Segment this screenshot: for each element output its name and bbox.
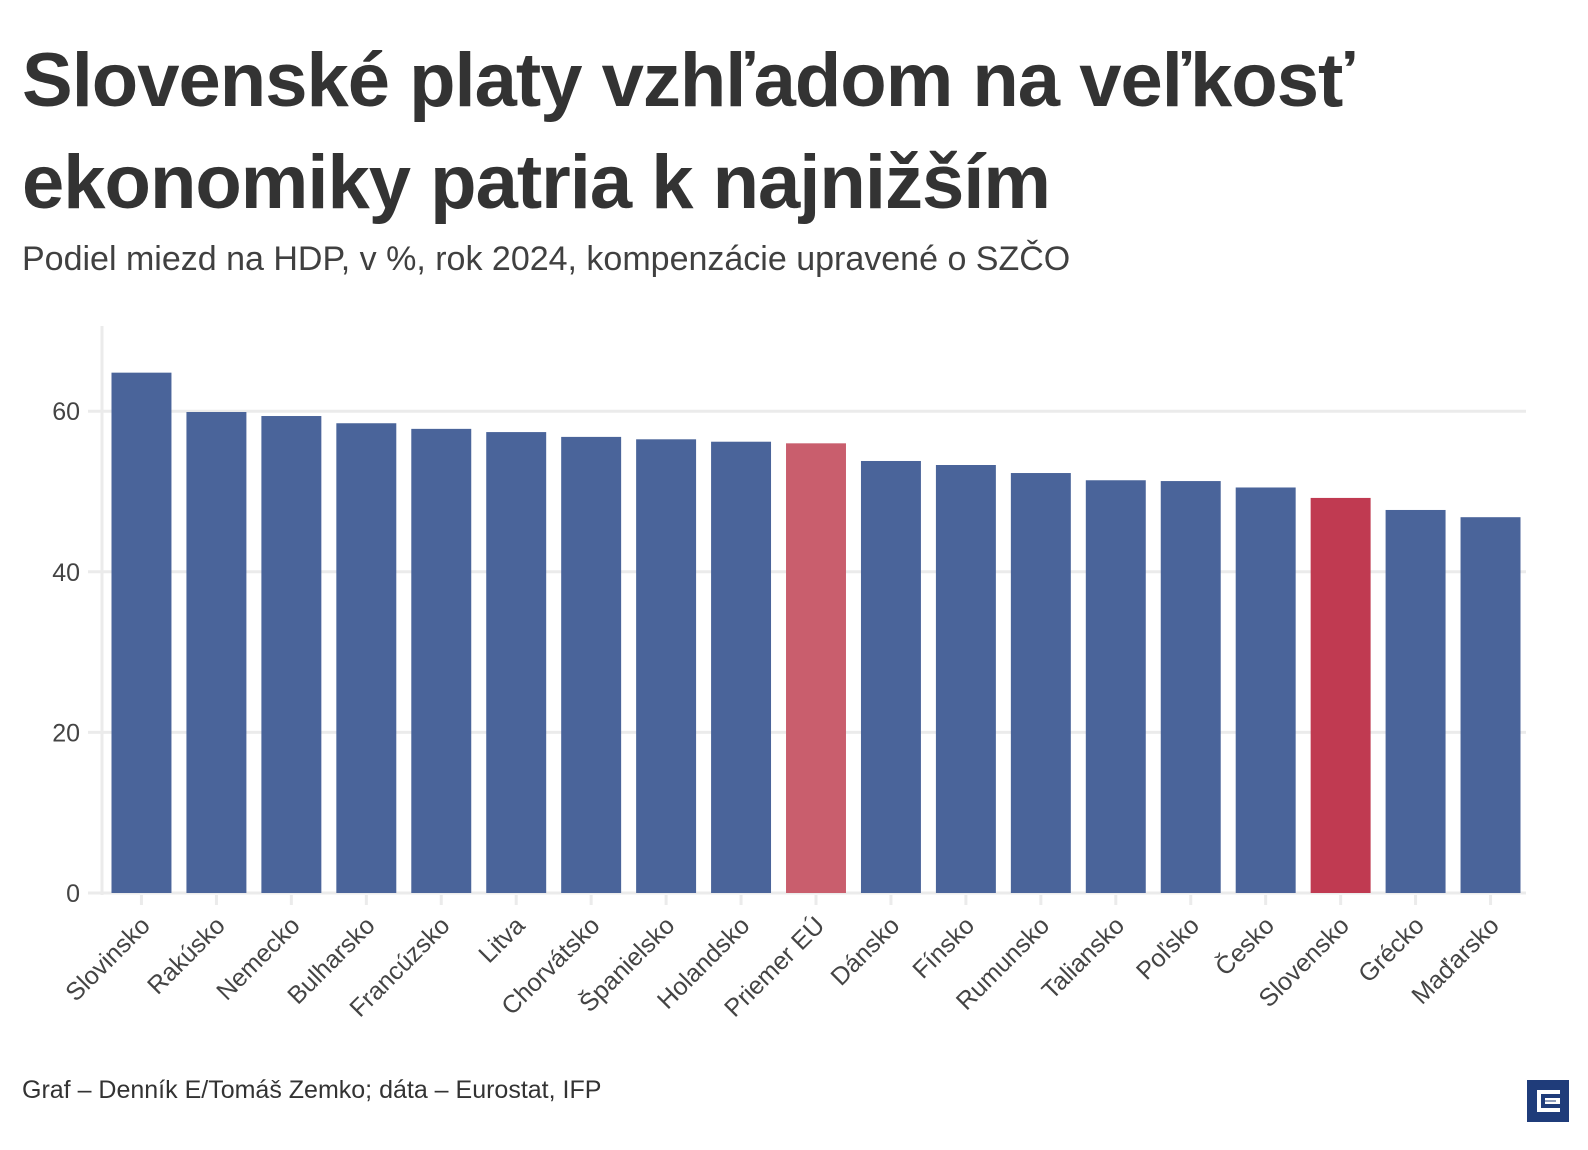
y-tick-label: 0	[66, 880, 80, 908]
bar-poľsko	[1160, 481, 1221, 893]
x-tick-label: Slovinsko	[60, 911, 155, 1006]
bar-priemer-eú	[786, 443, 846, 893]
bar-maďarsko	[1460, 517, 1521, 893]
source-credit: Graf – Denník E/Tomáš Zemko; dáta – Euro…	[22, 1076, 602, 1104]
bar-litva	[486, 432, 547, 893]
bar-nemecko	[261, 416, 322, 893]
bar-dánsko	[860, 460, 921, 893]
chart-title: Slovenské platy vzhľadom na veľkosť ekon…	[22, 30, 1582, 234]
bar-layer	[111, 372, 1521, 893]
bar-česko	[1235, 487, 1296, 893]
bar-rumunsko	[1010, 473, 1071, 893]
x-tick-label: Litva	[473, 911, 530, 968]
bar-bulharsko	[336, 423, 397, 893]
bar-rakúsko	[186, 412, 247, 893]
x-tick-label: Fínsko	[907, 911, 980, 984]
x-tick-label: Grécko	[1353, 911, 1430, 988]
chart-subtitle: Podiel miezd na HDP, v %, rok 2024, komp…	[22, 240, 1071, 278]
bar-holandsko	[711, 441, 772, 893]
bar-slovinsko	[111, 372, 172, 893]
bar-francúzsko	[411, 428, 472, 893]
chart-title-line-1: Slovenské platy vzhľadom na veľkosť	[22, 38, 1354, 123]
bar-chart: 0204060SlovinskoRakúskoNemeckoBulharskoF…	[52, 326, 1526, 1023]
y-tick-label: 60	[52, 398, 80, 426]
x-tick-label: Česko	[1209, 911, 1280, 982]
y-tick-label: 40	[52, 559, 80, 587]
bar-španielsko	[636, 439, 697, 893]
denník-e-logo-icon	[1527, 1080, 1569, 1122]
x-tick-label: Dánsko	[825, 911, 905, 991]
chart-title-line-2: ekonomiky patria k najnižším	[22, 140, 1051, 225]
bar-slovensko	[1310, 497, 1371, 893]
x-tick-label: Taliansko	[1037, 911, 1131, 1005]
y-tick-label: 20	[52, 719, 80, 747]
logo-e-glyph-icon	[1537, 1090, 1560, 1112]
bar-chorvátsko	[561, 436, 622, 893]
bar-grécko	[1385, 509, 1446, 893]
x-tick-label: Poľsko	[1131, 911, 1205, 985]
bar-taliansko	[1085, 480, 1146, 893]
bar-fínsko	[935, 465, 996, 893]
